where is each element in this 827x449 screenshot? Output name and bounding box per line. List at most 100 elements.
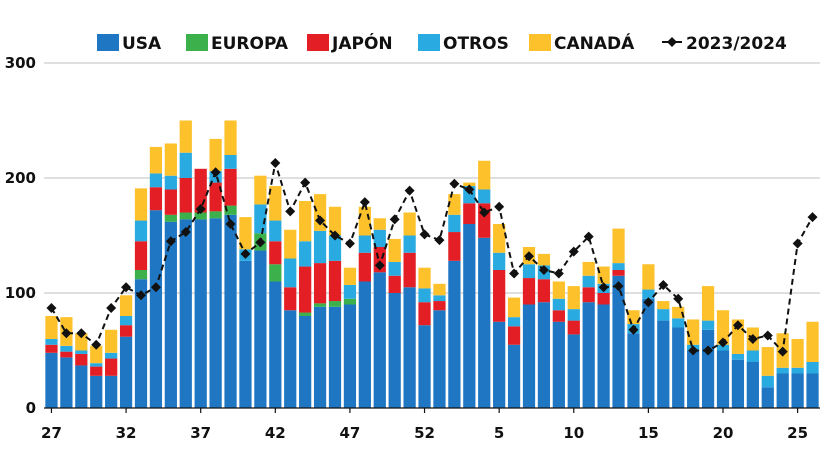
bar-segment-japón — [358, 252, 371, 282]
bar-segment-japón — [418, 302, 431, 326]
bar-segment-otros — [373, 229, 386, 247]
bar-segment-europa — [194, 212, 207, 220]
bar-segment-canadá — [612, 228, 625, 264]
bar-segment-otros — [134, 220, 148, 242]
bar-segment-otros — [313, 230, 327, 264]
bar-segment-canadá — [493, 224, 506, 253]
bar-segment-otros — [746, 350, 759, 362]
line-point-marker — [792, 238, 803, 249]
y-tick-label: 200 — [5, 169, 36, 187]
bar-segment-canadá — [75, 333, 88, 351]
legend-item-usa: USA — [97, 34, 162, 54]
bar-segment-japón — [612, 270, 625, 276]
line-point-marker — [240, 248, 251, 259]
bar-segment-japón — [552, 310, 565, 322]
bar-segment-europa — [209, 211, 222, 219]
line-point-marker — [449, 178, 460, 189]
bar-segment-canadá — [373, 218, 386, 230]
bar-segment-usa — [75, 365, 88, 408]
bar-segment-otros — [90, 363, 103, 367]
line-point-marker — [210, 167, 221, 178]
bar-segment-usa — [254, 250, 267, 408]
bar-segment-otros — [358, 235, 371, 253]
legend-label: JAPÓN — [331, 32, 393, 54]
line-series-2023-2024 — [50, 162, 814, 354]
bar-segment-otros — [761, 375, 774, 388]
bar-segment-canadá — [507, 297, 521, 318]
bar-segment-usa — [672, 327, 685, 408]
bar-segment-usa — [343, 304, 357, 408]
bar-segment-usa — [687, 350, 700, 408]
bar-segment-usa — [284, 310, 297, 408]
bar-segment-japón — [75, 353, 88, 366]
line-point-marker — [121, 282, 132, 293]
bar-segment-usa — [791, 373, 804, 408]
bars-layer — [45, 120, 819, 408]
legend-swatch — [418, 34, 440, 51]
bar-segment-canadá — [567, 286, 580, 310]
bar-segment-usa — [448, 260, 461, 408]
bar-segment-canadá — [299, 201, 312, 242]
bar-segment-japón — [209, 182, 222, 212]
bar-segment-japón — [105, 358, 118, 376]
legend-item-jap-n: JAPÓN — [307, 32, 393, 54]
bar-segment-otros — [567, 309, 580, 321]
bar-segment-otros — [657, 309, 670, 321]
line-point-marker — [46, 302, 57, 313]
bar-segment-japón — [224, 168, 237, 206]
legend-marker — [667, 37, 677, 47]
bar-segment-otros — [448, 214, 461, 233]
line-point-marker — [419, 229, 430, 240]
line-point-marker — [255, 237, 266, 248]
bar-segment-usa — [701, 329, 715, 408]
bar-segment-europa — [179, 212, 192, 220]
bar-segment-usa — [493, 321, 506, 408]
line-point-marker — [180, 227, 191, 238]
bar-segment-otros — [612, 263, 625, 270]
legend-item-otros: OTROS — [418, 34, 509, 54]
line-point-marker — [703, 345, 714, 356]
bar-segment-usa — [627, 333, 640, 408]
bar-segment-otros — [299, 241, 312, 267]
bar-segment-canadá — [463, 182, 476, 187]
line-point-marker — [91, 339, 102, 350]
bar-segment-usa — [269, 281, 282, 408]
legend-label: USA — [122, 34, 162, 54]
bar-segment-canadá — [716, 310, 730, 345]
line-point-marker — [762, 330, 773, 341]
bar-segment-canadá — [448, 194, 461, 215]
bar-segment-europa — [164, 214, 177, 222]
bar-segment-japón — [134, 241, 148, 270]
bar-segment-usa — [418, 325, 431, 408]
bar-segment-usa — [567, 334, 580, 408]
bar-segment-usa — [597, 304, 610, 408]
bar-segment-otros — [343, 284, 357, 299]
bar-segment-canadá — [642, 264, 655, 290]
x-tick-label: 42 — [265, 424, 286, 442]
x-tick-label: 20 — [713, 424, 734, 442]
bar-segment-canadá — [761, 347, 774, 376]
line-point-marker — [285, 206, 296, 217]
bar-segment-otros — [224, 155, 237, 169]
legend-item-canad-: CANADÁ — [529, 32, 635, 54]
line-point-marker — [732, 320, 743, 331]
bar-segment-europa — [299, 312, 312, 316]
line-point-marker — [165, 236, 176, 247]
line-point-marker — [658, 279, 669, 290]
bar-segment-otros — [672, 318, 685, 328]
bar-segment-usa — [239, 260, 252, 408]
legend-label: CANADÁ — [554, 32, 635, 54]
bar-segment-otros — [418, 288, 431, 303]
bar-segment-usa — [179, 219, 192, 408]
bar-segment-usa — [45, 352, 58, 408]
line-point-marker — [359, 197, 370, 208]
bar-segment-usa — [90, 375, 103, 408]
bar-segment-canadá — [582, 261, 595, 276]
bar-segment-usa — [657, 320, 670, 408]
bar-segment-canadá — [224, 120, 237, 155]
line-point-marker — [225, 219, 236, 229]
bar-segment-europa — [328, 301, 342, 307]
bar-segment-japón — [328, 260, 342, 302]
bar-segment-japón — [463, 203, 476, 224]
